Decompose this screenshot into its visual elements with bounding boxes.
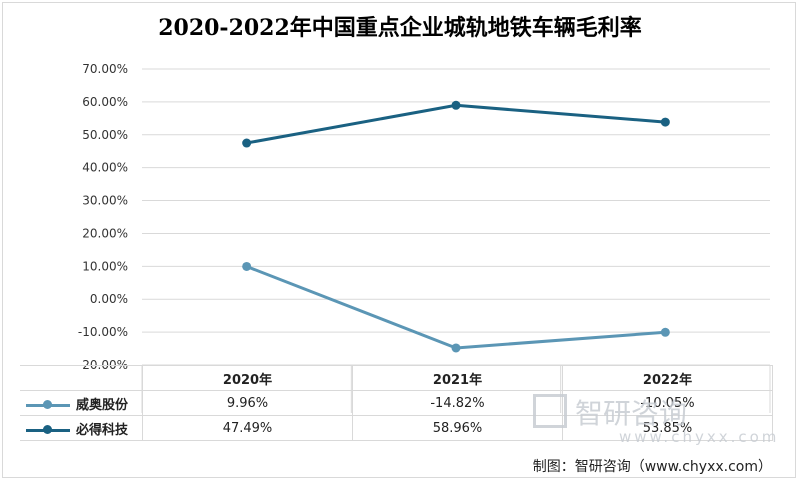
watermark-text: 智研咨询 bbox=[575, 397, 688, 430]
data-point bbox=[660, 117, 670, 127]
data-table: 2020年 2021年 2022年 威奥股份 9.96% -14.82% -10… bbox=[20, 365, 773, 441]
watermark: 智研咨询 www.chyxx.com bbox=[533, 392, 780, 446]
data-label: 47.49% bbox=[142, 415, 353, 441]
data-label: 9.96% bbox=[142, 390, 353, 416]
data-label: 53.85% bbox=[562, 415, 773, 441]
series-line-1 bbox=[246, 265, 666, 350]
y-tick-label: 50.00% bbox=[82, 128, 128, 142]
y-tick-label: 0.00% bbox=[90, 292, 128, 306]
series-points bbox=[242, 100, 670, 353]
watermark-logo-icon bbox=[533, 394, 567, 428]
data-label: -14.82% bbox=[352, 390, 563, 416]
gridlines bbox=[141, 68, 771, 413]
table-corner bbox=[20, 365, 143, 391]
chart-title: 2020-2022年中国重点企业城轨地铁车辆毛利率 bbox=[158, 15, 642, 41]
series-lines bbox=[246, 103, 666, 350]
y-tick-label: 20.00% bbox=[82, 226, 128, 240]
y-tick-label: 70.00% bbox=[82, 62, 128, 76]
series-name: 必得科技 bbox=[76, 422, 129, 438]
y-tick-label: 30.00% bbox=[82, 194, 128, 208]
data-point bbox=[451, 100, 461, 110]
y-tick-label: 10.00% bbox=[82, 259, 128, 273]
y-tick-label: 40.00% bbox=[82, 161, 128, 175]
category-label: 2021年 bbox=[352, 365, 563, 391]
data-point bbox=[451, 343, 461, 353]
y-tick-label: 60.00% bbox=[82, 95, 128, 109]
data-point bbox=[242, 261, 252, 271]
source-note: 制图：智研咨询（www.chyxx.com） bbox=[532, 459, 772, 475]
category-label: 2022年 bbox=[562, 365, 773, 391]
table-header-row: 2020年 2021年 2022年 bbox=[20, 365, 773, 391]
y-axis-ticks: 70.00% 60.00% 50.00% 40.00% 30.00% 20.00% 10.0… bbox=[78, 62, 128, 372]
series-line-2 bbox=[246, 103, 666, 145]
category-label: 2020年 bbox=[142, 365, 353, 391]
data-point bbox=[242, 138, 252, 148]
legend-key-series-2 bbox=[26, 425, 70, 435]
legend-entry: 威奥股份 bbox=[20, 390, 143, 416]
data-label: 58.96% bbox=[352, 415, 563, 441]
table-row-series-2: 必得科技 47.49% 58.96% 53.85% bbox=[20, 415, 773, 441]
table-row-series-1: 威奥股份 9.96% -14.82% -10.05% bbox=[20, 390, 773, 416]
legend-key-series-1 bbox=[26, 400, 70, 410]
y-tick-label: -10.00% bbox=[78, 325, 128, 339]
watermark-url: www.chyxx.com bbox=[619, 428, 780, 446]
data-point bbox=[660, 327, 670, 337]
series-name: 威奥股份 bbox=[76, 397, 129, 413]
legend-entry: 必得科技 bbox=[20, 415, 143, 441]
